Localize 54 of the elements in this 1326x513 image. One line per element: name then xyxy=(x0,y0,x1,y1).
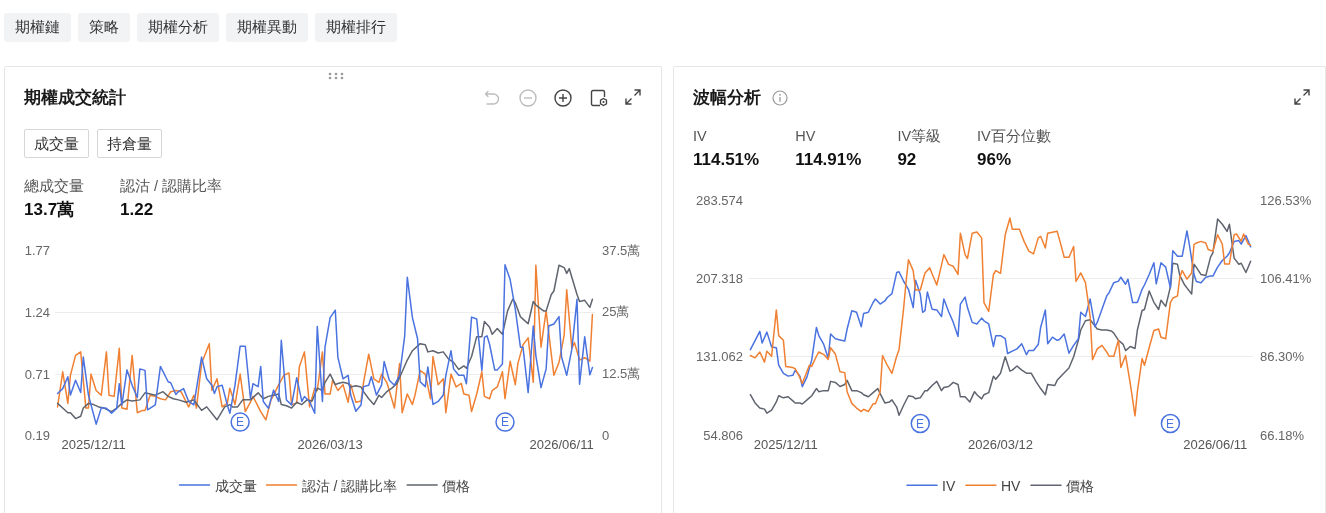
x-tick-label: 2026/03/13 xyxy=(297,437,363,452)
legend-label: IV xyxy=(942,477,956,494)
x-tick-label: 2026/06/11 xyxy=(529,437,594,452)
legend-label: 成交量 xyxy=(214,477,257,494)
text: 期權排行 xyxy=(315,13,397,42)
text: IV xyxy=(693,127,708,145)
legend-label: HV xyxy=(1000,477,1021,494)
text: 策略 xyxy=(78,13,130,42)
text: 期權鏈 xyxy=(4,13,71,42)
text: 期權分析 xyxy=(137,13,219,42)
chart-title: 波幅分析 xyxy=(693,88,761,108)
y2-tick-label: 25萬 xyxy=(602,304,630,320)
text: 認沽 / 認購比率 xyxy=(120,177,223,195)
x-tick-label: 2025/12/11 xyxy=(753,437,818,452)
y-tick-label: 54.806 xyxy=(703,427,743,443)
y-tick-label: 283.574 xyxy=(696,192,743,208)
y2-tick-label: 12.5萬 xyxy=(602,365,641,381)
y-tick-label: 0.71 xyxy=(24,366,50,382)
y2-tick-label: 37.5萬 xyxy=(602,242,641,258)
text: 持倉量 xyxy=(97,129,162,158)
y2-tick-label: 106.41% xyxy=(1260,270,1312,286)
x-tick-label: 2025/12/11 xyxy=(61,437,126,452)
text: 114.51% xyxy=(693,149,760,171)
legend-label: 認沽 / 認購比率 xyxy=(301,477,398,494)
annotation: E xyxy=(1166,417,1175,431)
text: 期權異動 xyxy=(226,13,308,42)
text: IV百分位數 xyxy=(977,127,1051,145)
x-tick-label: 2026/06/11 xyxy=(1183,437,1248,452)
y-tick-label: 0.19 xyxy=(24,427,50,443)
text: 96% xyxy=(977,149,1013,171)
y2-tick-label: 86.30% xyxy=(1260,349,1305,365)
y-tick-label: 207.318 xyxy=(696,270,743,286)
legend-label: 價格 xyxy=(1066,477,1094,494)
legend-label: 價格 xyxy=(442,477,471,494)
annotation: E xyxy=(501,415,510,429)
y-tick-label: 131.062 xyxy=(696,349,743,365)
text: HV xyxy=(795,127,817,145)
y-tick-label: 1.77 xyxy=(24,242,50,258)
x-tick-label: 2026/03/12 xyxy=(967,437,1034,452)
text: 1.22 xyxy=(120,199,155,221)
text: IV等級 xyxy=(897,127,942,145)
y2-tick-label: 126.53% xyxy=(1260,192,1312,208)
annotation: E xyxy=(236,415,245,429)
line-series xyxy=(749,230,1252,388)
chart-title: 期權成交統計 xyxy=(24,88,126,108)
y-tick-label: 1.24 xyxy=(24,304,50,320)
annotation: E xyxy=(916,417,925,431)
text: 成交量 xyxy=(24,129,89,158)
text: 92 xyxy=(897,149,918,171)
y2-tick-label: 0 xyxy=(602,427,610,443)
text: 總成交量 xyxy=(24,177,84,195)
text: 13.7萬 xyxy=(24,199,76,221)
y2-tick-label: 66.18% xyxy=(1260,427,1305,443)
text: 114.91% xyxy=(795,149,862,171)
